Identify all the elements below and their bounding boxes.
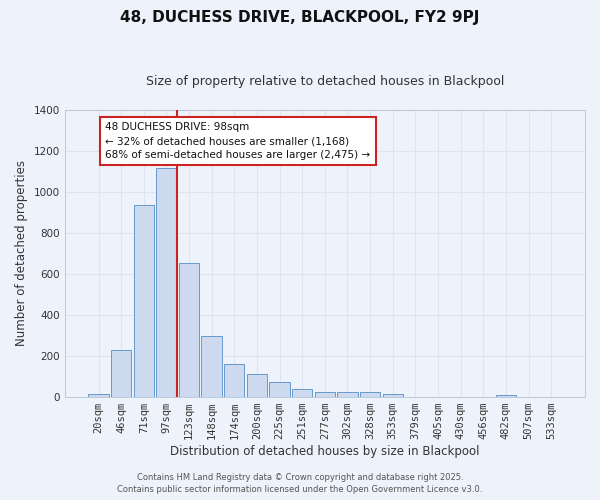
Bar [88,394,109,396]
Bar [337,392,358,396]
Text: Contains HM Land Registry data © Crown copyright and database right 2025.
Contai: Contains HM Land Registry data © Crown c… [118,472,482,494]
Bar [134,205,154,396]
Bar [224,364,244,396]
Bar [496,394,516,396]
Bar [360,392,380,396]
Bar [383,394,403,396]
Bar [179,262,199,396]
Bar [269,382,290,396]
Text: 48 DUCHESS DRIVE: 98sqm
← 32% of detached houses are smaller (1,168)
68% of semi: 48 DUCHESS DRIVE: 98sqm ← 32% of detache… [105,122,370,160]
Bar [247,374,267,396]
Bar [202,336,222,396]
Bar [111,350,131,397]
Title: Size of property relative to detached houses in Blackpool: Size of property relative to detached ho… [146,75,504,88]
X-axis label: Distribution of detached houses by size in Blackpool: Distribution of detached houses by size … [170,444,479,458]
Y-axis label: Number of detached properties: Number of detached properties [15,160,28,346]
Bar [292,389,313,396]
Bar [156,168,176,396]
Bar [314,392,335,396]
Text: 48, DUCHESS DRIVE, BLACKPOOL, FY2 9PJ: 48, DUCHESS DRIVE, BLACKPOOL, FY2 9PJ [121,10,479,25]
